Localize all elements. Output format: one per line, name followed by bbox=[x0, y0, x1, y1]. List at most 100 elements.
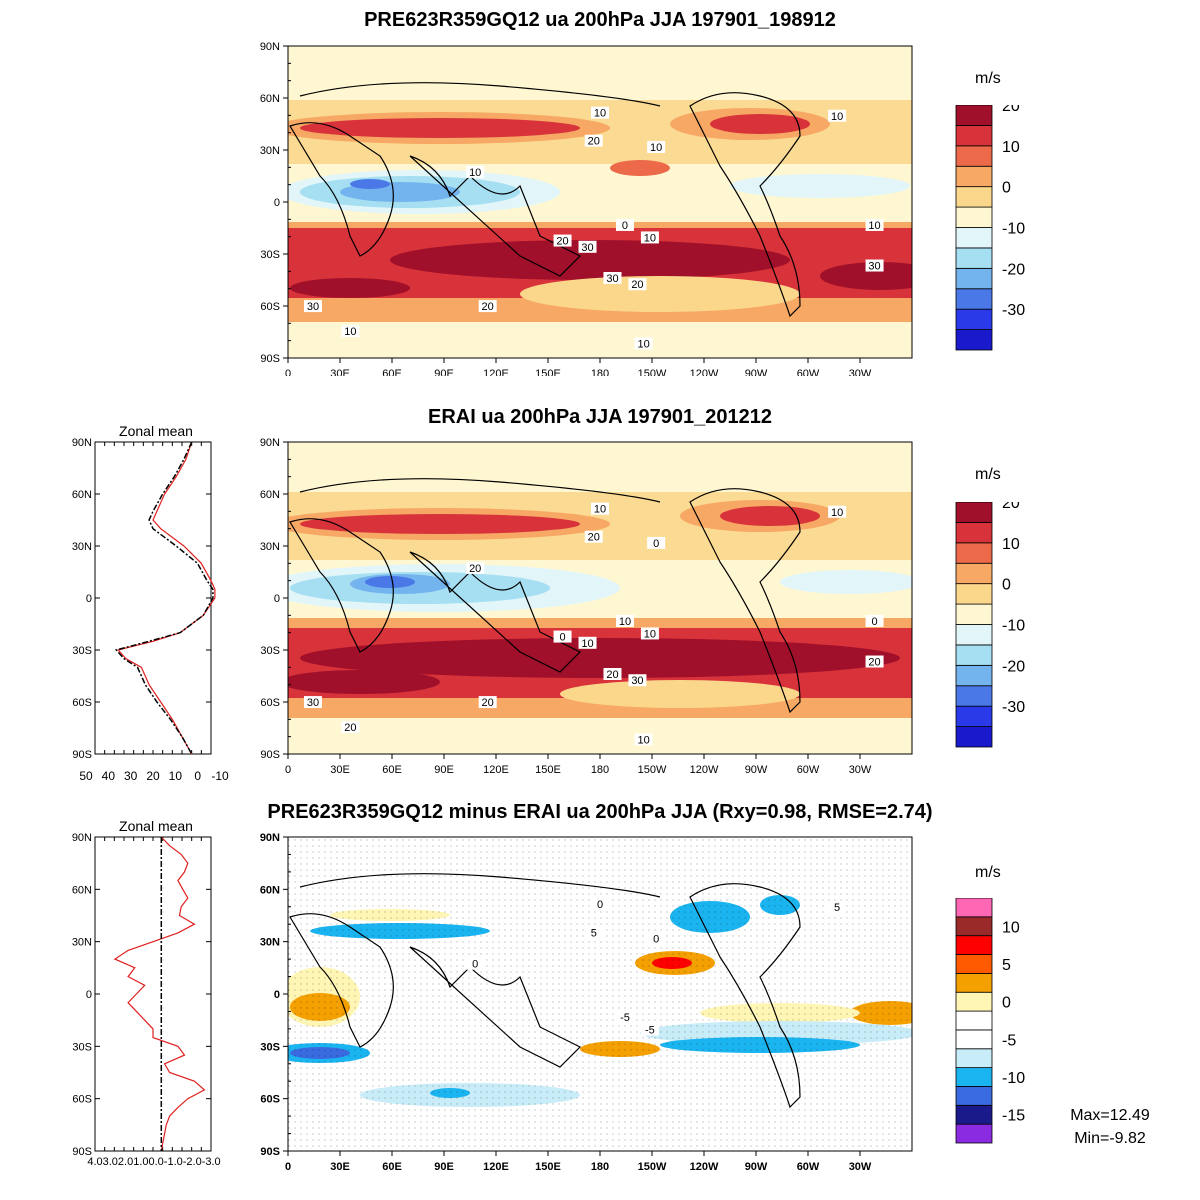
colorbar-box bbox=[955, 916, 993, 937]
lon-tick-label: 150E bbox=[535, 764, 561, 776]
contour-label: 20 bbox=[631, 279, 643, 291]
colorbar-box bbox=[955, 972, 993, 993]
lon-tick-label: 0 bbox=[285, 1161, 291, 1173]
contour-label-bg bbox=[828, 109, 847, 122]
contour-label-bg bbox=[640, 1023, 659, 1036]
contour-label-bg bbox=[584, 926, 603, 939]
lon-tick-label: 120E bbox=[483, 1161, 509, 1173]
contour-label-bg bbox=[640, 627, 659, 640]
contour-label: 10 bbox=[581, 638, 593, 650]
lat-tick-label: 0 bbox=[274, 197, 280, 209]
colorbar-box bbox=[955, 145, 993, 167]
x-tick-label: -10 bbox=[211, 769, 229, 783]
lon-tick-label: 90W bbox=[745, 368, 768, 376]
x-tick-label: 10 bbox=[169, 769, 183, 783]
colorbar-box bbox=[955, 1104, 993, 1125]
lon-tick-label: 120W bbox=[690, 764, 719, 776]
contour-label-bg bbox=[584, 134, 603, 147]
colorbar-label: -15 bbox=[1002, 1108, 1025, 1125]
colorbar-label: 10 bbox=[1002, 536, 1020, 553]
lat-tick-label: 30S bbox=[260, 1041, 280, 1053]
contour-label: 0 bbox=[871, 616, 877, 628]
contour-label-bg bbox=[603, 272, 622, 284]
lat-tick-label: 90N bbox=[260, 832, 280, 844]
colorbar-label: -20 bbox=[1002, 658, 1025, 675]
panel1-map: 90N 60N 30N 0 30S 60S 90S 0 30E 60E 90E 120E 150E 18… bbox=[260, 41, 913, 376]
colorbar-label: 0 bbox=[1002, 577, 1011, 594]
lon-tick-label: 90W bbox=[745, 1161, 768, 1173]
colorbar-label: 20 bbox=[1002, 502, 1020, 512]
contour-label: 10 bbox=[638, 339, 650, 351]
lon-tick-label: 30W bbox=[849, 764, 872, 776]
contour-label: 30 bbox=[868, 261, 880, 273]
contour-label-bg bbox=[628, 674, 647, 687]
colorbar-box bbox=[955, 308, 993, 330]
contour-label-bg bbox=[865, 614, 884, 627]
contour-label-bg bbox=[828, 505, 847, 518]
contour-label: 10 bbox=[868, 220, 880, 232]
lon-tick-label: 120E bbox=[483, 368, 509, 376]
colorbar-box bbox=[955, 329, 993, 351]
contour-label: 20 bbox=[482, 697, 494, 709]
colorbar-label: -20 bbox=[1002, 261, 1025, 278]
colorbar-label: 10 bbox=[1002, 139, 1020, 156]
contour-label-bg bbox=[341, 721, 360, 734]
lat-tick-label: 0 bbox=[86, 593, 92, 605]
lat-tick-label: 30S bbox=[260, 645, 280, 657]
colorbar-box bbox=[955, 583, 993, 605]
colorbar-box bbox=[955, 247, 993, 269]
contour-label: 10 bbox=[619, 616, 631, 628]
colorbar-box bbox=[955, 186, 993, 208]
colorbar-label: 15 bbox=[1002, 898, 1020, 899]
zonal-mean-2-title: Zonal mean bbox=[119, 818, 193, 834]
contour-label-bg bbox=[634, 337, 653, 350]
lat-tick-label: 30N bbox=[72, 937, 92, 949]
colorbar-box bbox=[955, 1010, 993, 1031]
contour-label-bg bbox=[615, 1011, 634, 1024]
lat-tick-label: 30N bbox=[260, 541, 280, 553]
zonal-mean-1-series bbox=[114, 441, 216, 755]
contour-label: 10 bbox=[650, 142, 662, 154]
contour-label-bg bbox=[591, 502, 609, 515]
lat-tick-label: 30N bbox=[260, 145, 280, 157]
panel3-units: m/s bbox=[975, 864, 1001, 881]
series-line-pre623r359gq12 bbox=[117, 441, 216, 755]
lat-tick-label: 90S bbox=[260, 749, 280, 761]
lat-tick-label: 90S bbox=[260, 353, 280, 365]
contour-label-bg bbox=[603, 668, 622, 680]
contour-label-bg bbox=[303, 300, 322, 313]
panel1-units: m/s bbox=[975, 70, 1001, 87]
panel1-colorbar: -30-20-100102030 bbox=[955, 105, 1025, 351]
lon-tick-label: 180 bbox=[591, 1161, 609, 1173]
lon-tick-label: 30E bbox=[330, 368, 350, 376]
zonal-mean-2-series bbox=[113, 836, 206, 1152]
contour-label: -5 bbox=[645, 1025, 655, 1037]
lon-tick-label: 30W bbox=[849, 1161, 872, 1173]
colorbar-box bbox=[955, 1086, 993, 1106]
colorbar-box bbox=[955, 685, 993, 707]
contour-label: 5 bbox=[834, 902, 840, 914]
colorbar-box bbox=[955, 1123, 993, 1144]
panel3-coastlines bbox=[289, 873, 801, 1109]
panel1-lat-axis: 90N 60N 30N 0 30S 60S 90S bbox=[260, 41, 291, 365]
contour-label-bg bbox=[640, 231, 659, 244]
colorbar-box bbox=[955, 206, 993, 228]
colorbar-label: -5 bbox=[1002, 1032, 1016, 1049]
lon-tick-label: 150W bbox=[638, 368, 667, 376]
contour-label: 20 bbox=[588, 532, 600, 544]
lon-tick-label: 60W bbox=[797, 764, 820, 776]
contour-label-bg bbox=[478, 696, 497, 709]
contour-label-bg bbox=[647, 536, 666, 549]
colorbar-box bbox=[955, 1029, 993, 1050]
lon-tick-label: 0 bbox=[285, 764, 291, 776]
contour-label-bg bbox=[628, 278, 647, 291]
zonal-mean-2-lat-axis: 90N 60N 30N 0 30S 60S 90S bbox=[72, 832, 212, 1158]
colorbar-label: -10 bbox=[1002, 1070, 1025, 1087]
lon-tick-label: 150E bbox=[535, 368, 561, 376]
colorbar-box bbox=[955, 644, 993, 666]
lon-tick-label: 90E bbox=[434, 368, 454, 376]
colorbar-box bbox=[955, 705, 993, 727]
contour-label: 30 bbox=[581, 242, 593, 254]
panel1-coastlines bbox=[289, 82, 801, 318]
zonal-mean-1-lat-axis: 90N 60N 30N 0 30S 60S 90S bbox=[72, 437, 212, 761]
